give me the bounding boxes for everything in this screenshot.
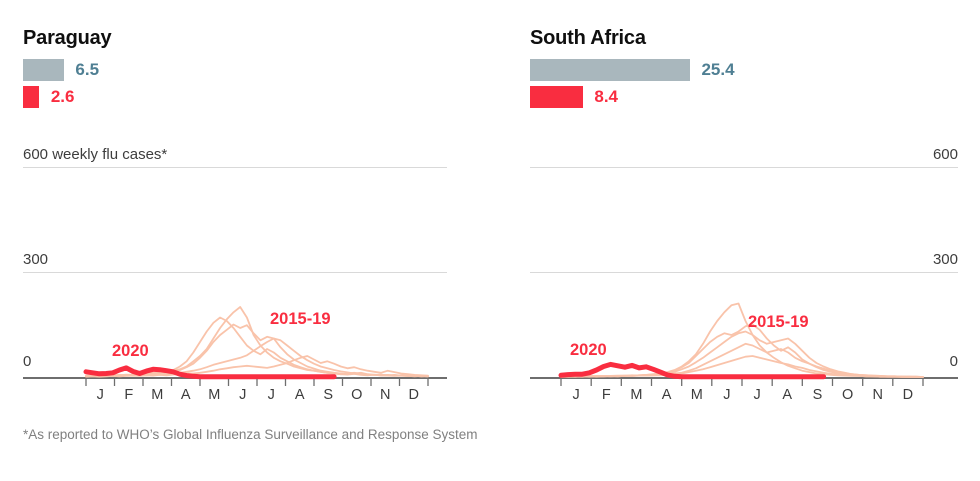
month-label: F	[124, 387, 134, 403]
series-label-2015-19: 2015-19	[270, 310, 331, 328]
y-axis-label-600: 600	[932, 146, 958, 163]
series-line-2020	[558, 361, 827, 380]
month-label: M	[208, 387, 221, 403]
month-label: S	[323, 387, 334, 403]
summary-bar-past	[530, 59, 691, 81]
gridline-600	[23, 167, 447, 168]
series-line-2015-19	[560, 342, 924, 378]
line-chart-south-africa	[558, 302, 924, 386]
month-label: S	[812, 387, 823, 403]
month-label: O	[351, 387, 363, 403]
y-axis-label-600: 600 weekly flu cases*	[23, 146, 168, 163]
series-label-2020: 2020	[112, 342, 149, 360]
month-label: A	[782, 387, 793, 403]
summary-bar-row-past: 25.4	[530, 59, 735, 81]
month-label: M	[630, 387, 643, 403]
month-label: F	[601, 387, 611, 403]
month-label: J	[572, 387, 580, 403]
month-label: D	[408, 387, 419, 403]
month-label: J	[723, 387, 731, 403]
y-axis-label-300: 300	[932, 251, 958, 268]
summary-bar-2020	[23, 86, 40, 108]
month-label: M	[690, 387, 703, 403]
month-label: O	[841, 387, 854, 403]
month-label: A	[661, 387, 672, 403]
month-label: A	[294, 387, 305, 403]
gridline-300	[23, 272, 447, 273]
series-line-2020	[83, 365, 337, 380]
month-label: J	[753, 387, 761, 403]
y-axis-label-0: 0	[23, 353, 32, 370]
y-axis-label-300: 300	[23, 251, 49, 268]
summary-bar-row-past: 6.5	[23, 59, 99, 81]
summary-bar-row-2020: 2.6	[23, 86, 74, 108]
summary-bar-2020	[530, 86, 583, 108]
summary-bar-2020-value: 8.4	[594, 87, 618, 106]
gridline-600	[530, 167, 958, 168]
month-label: J	[96, 387, 104, 403]
panel-title: Paraguay	[23, 27, 112, 49]
summary-bar-2020-value: 2.6	[50, 87, 75, 106]
panel-south-africa: South Africa 25.4 8.4 600 300 0 2020 201…	[530, 0, 958, 460]
gridline-300	[530, 272, 958, 273]
month-label: N	[872, 387, 883, 403]
month-label: M	[151, 387, 164, 403]
summary-bar-past-value: 6.5	[75, 60, 100, 79]
series-label-2020: 2020	[570, 341, 607, 359]
panel-title: South Africa	[530, 27, 646, 49]
series-line-2015-19	[85, 355, 429, 378]
line-chart-paraguay	[83, 306, 429, 386]
month-label: N	[380, 387, 391, 403]
month-label: A	[180, 387, 191, 403]
series-label-2015-19: 2015-19	[748, 313, 809, 331]
summary-bar-past-value: 25.4	[701, 60, 735, 79]
y-axis-label-0: 0	[949, 353, 958, 370]
footnote: *As reported to WHO’s Global Influenza S…	[23, 427, 478, 442]
month-label: J	[239, 387, 247, 403]
summary-bar-past	[23, 59, 64, 81]
series-line-2015-19	[560, 355, 924, 378]
panel-paraguay: Paraguay 6.5 2.6 600 weekly flu cases* 3…	[23, 0, 447, 460]
series-line-2015-19	[560, 330, 924, 378]
summary-bar-row-2020: 8.4	[530, 86, 618, 108]
month-label: J	[267, 387, 275, 403]
month-label: D	[902, 387, 914, 403]
